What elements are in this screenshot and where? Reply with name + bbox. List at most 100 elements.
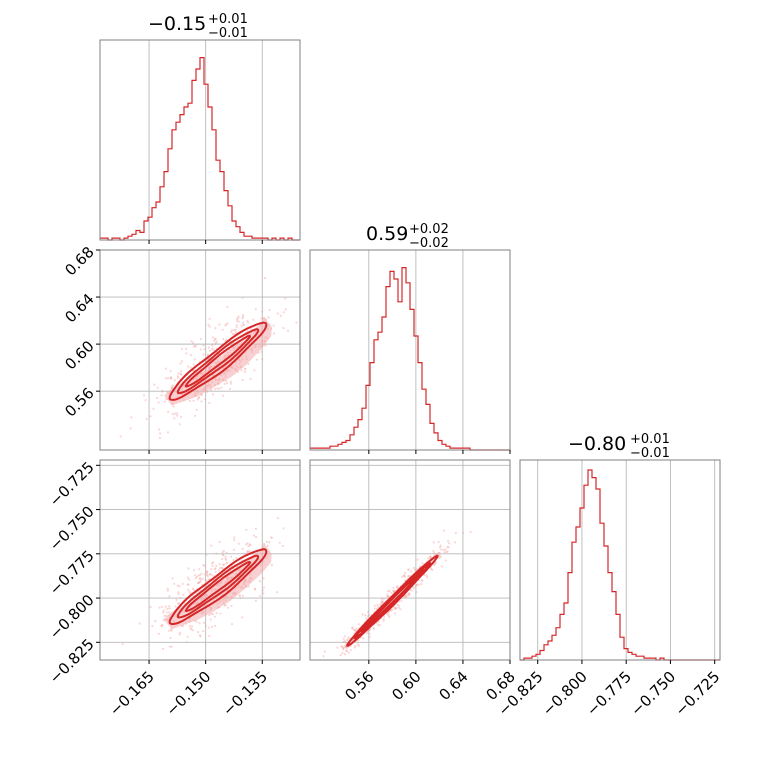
scatter-point-p1p2-313 <box>224 383 226 385</box>
scatter-point-p1p3-510 <box>211 626 213 628</box>
scatter-point-p1p2-504 <box>222 395 224 397</box>
scatter-point-p2p3-442 <box>408 575 410 577</box>
scatter-point-p1p3-477 <box>206 571 208 573</box>
scatter-point-p2p3-452 <box>390 610 392 612</box>
x-tick-label-p1-1: −0.150 <box>163 668 215 720</box>
scatter-point-p1p2-70 <box>213 340 215 342</box>
scatter-point-p1p2-340 <box>212 336 214 338</box>
scatter-point-p1p2-211 <box>176 412 178 414</box>
scatter-point-p1p2-294 <box>285 308 287 310</box>
scatter-point-p1p3-284 <box>211 562 213 564</box>
scatter-point-p1p3-425 <box>225 562 227 564</box>
scatter-point-p2p3-267 <box>394 612 396 614</box>
y-tick-label-p2-2: 0.64 <box>61 290 97 326</box>
scatter-point-p1p3-516 <box>193 589 195 591</box>
scatter-point-p2p3-350 <box>403 574 405 576</box>
scatter-point-p1p3-61 <box>242 548 244 550</box>
scatter-point-p1p2-42 <box>222 338 224 340</box>
scatter-point-p1p3-444 <box>230 605 232 607</box>
scatter-point-p2p3-294 <box>417 559 419 561</box>
scatter-point-p1p2-92 <box>277 312 279 314</box>
scatter-point-p1p3-415 <box>208 635 210 637</box>
scatter-point-p1p2-94 <box>161 394 163 396</box>
scatter-point-p2p3-21 <box>418 584 420 586</box>
scatter-point-p1p2-349 <box>208 402 210 404</box>
scatter-point-p1p3-249 <box>249 544 251 546</box>
scatter-point-p1p3-194 <box>276 591 278 593</box>
scatter-point-p1p3-124 <box>219 613 221 615</box>
scatter-point-p1p2-1 <box>283 311 285 313</box>
scatter-point-p1p2-243 <box>236 326 238 328</box>
scatter-point-p1p3-340 <box>221 558 223 560</box>
scatter-point-p1p2-223 <box>156 397 158 399</box>
scatter-point-p2p3-103 <box>374 608 376 610</box>
scatter-point-p2p3-382 <box>408 594 410 596</box>
scatter-point-p2p3-352 <box>443 530 445 532</box>
x-tick-label-p2-1: 0.60 <box>388 668 424 704</box>
scatter-point-p1p3-366 <box>173 583 175 585</box>
scatter-point-p1p2-21 <box>159 437 161 439</box>
scatter-point-p2p3-490 <box>422 562 424 564</box>
scatter-point-p2p3-324 <box>392 587 394 589</box>
scatter-point-p2p3-98 <box>341 652 343 654</box>
scatter-point-p1p3-131 <box>218 569 220 571</box>
scatter-point-p1p3-202 <box>169 607 171 609</box>
scatter-point-p1p3-470 <box>159 607 161 609</box>
scatter-point-p1p2-267 <box>207 324 209 326</box>
scatter-point-p1p3-197 <box>177 585 179 587</box>
scatter-point-p1p3-186 <box>255 536 257 538</box>
scatter-point-p1p2-485 <box>157 402 159 404</box>
scatter-point-p1p2-79 <box>280 315 282 317</box>
scatter-point-p1p2-35 <box>268 316 270 318</box>
scatter-point-p1p3-423 <box>171 646 173 648</box>
scatter-point-p2p3-423 <box>399 608 401 610</box>
scatter-point-p1p2-234 <box>179 423 181 425</box>
scatter-point-p1p3-421 <box>162 648 164 650</box>
scatter-point-p1p2-341 <box>130 427 132 429</box>
scatter-point-p1p2-115 <box>244 371 246 373</box>
scatter-point-p1p3-230 <box>179 632 181 634</box>
scatter-point-p1p3-195 <box>198 622 200 624</box>
scatter-point-p1p3-469 <box>219 567 221 569</box>
scatter-point-p1p3-465 <box>200 579 202 581</box>
scatter-point-p2p3-253 <box>366 632 368 634</box>
scatter-point-p1p2-261 <box>243 324 245 326</box>
title-p3-plus: +0.01 <box>630 432 670 447</box>
histogram-steps-3 <box>520 470 720 660</box>
scatter-point-p1p2-68 <box>172 405 174 407</box>
scatter-point-p1p3-455 <box>177 591 179 593</box>
scatter-point-p2p3-421 <box>383 620 385 622</box>
scatter-point-p2p3-310 <box>413 587 415 589</box>
scatter-point-p2p3-88 <box>377 606 379 608</box>
scatter-point-p1p2-253 <box>214 388 216 390</box>
scatter-point-p1p2-184 <box>177 373 179 375</box>
scatter-point-p1p3-483 <box>208 627 210 629</box>
scatter-point-p1p3-107 <box>233 539 235 541</box>
scatter-point-p1p3-388 <box>197 631 199 633</box>
scatter-point-p1p3-149 <box>223 550 225 552</box>
scatter-point-p1p2-311 <box>211 344 213 346</box>
scatter-point-p1p3-285 <box>254 588 256 590</box>
scatter-point-p1p2-95 <box>146 418 148 420</box>
scatter-point-p1p2-482 <box>194 345 196 347</box>
scatter-point-p1p3-231 <box>182 594 184 596</box>
scatter-point-p1p2-379 <box>176 415 178 417</box>
scatter-point-p1p2-481 <box>143 394 145 396</box>
scatter-point-p2p3-257 <box>421 579 423 581</box>
scatter-layer <box>120 277 472 657</box>
scatter-point-p1p3-209 <box>268 541 270 543</box>
scatter-point-p1p3-167 <box>210 568 212 570</box>
scatter-point-p1p2-230 <box>230 381 232 383</box>
scatter-point-p1p2-53 <box>242 379 244 381</box>
scatter-point-p1p2-476 <box>209 326 211 328</box>
scatter-point-p1p2-497 <box>157 387 159 389</box>
scatter-point-p2p3-414 <box>336 647 338 649</box>
scatter-point-p1p2-124 <box>284 297 286 299</box>
scatter-point-p1p2-394 <box>215 338 217 340</box>
scatter-point-p1p3-56 <box>191 625 193 627</box>
scatter-point-p1p2-141 <box>167 411 169 413</box>
x-tick-label-p2-2: 0.64 <box>435 668 471 704</box>
scatter-point-p2p3-223 <box>398 607 400 609</box>
scatter-point-p1p2-0 <box>164 401 166 403</box>
scatter-point-p1p2-309 <box>177 377 179 379</box>
